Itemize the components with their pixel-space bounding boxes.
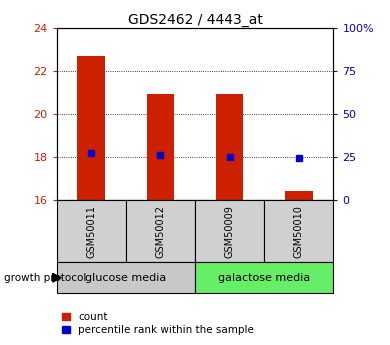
Title: GDS2462 / 4443_at: GDS2462 / 4443_at <box>128 12 262 27</box>
Text: GSM50010: GSM50010 <box>294 205 304 258</box>
Text: growth protocol: growth protocol <box>4 273 86 283</box>
FancyBboxPatch shape <box>195 200 264 262</box>
Text: galactose media: galactose media <box>218 273 310 283</box>
Bar <box>147 95 174 200</box>
Bar <box>285 191 313 200</box>
Legend: count, percentile rank within the sample: count, percentile rank within the sample <box>62 312 254 335</box>
Bar <box>77 56 105 200</box>
Text: GSM50009: GSM50009 <box>225 205 235 258</box>
FancyBboxPatch shape <box>57 262 195 293</box>
Bar <box>216 95 243 200</box>
FancyBboxPatch shape <box>57 200 126 262</box>
FancyBboxPatch shape <box>126 200 195 262</box>
Text: GSM50012: GSM50012 <box>155 205 165 258</box>
Text: GSM50011: GSM50011 <box>86 205 96 258</box>
FancyBboxPatch shape <box>264 200 333 262</box>
FancyBboxPatch shape <box>195 262 333 293</box>
Text: glucose media: glucose media <box>85 273 167 283</box>
Polygon shape <box>53 273 61 282</box>
